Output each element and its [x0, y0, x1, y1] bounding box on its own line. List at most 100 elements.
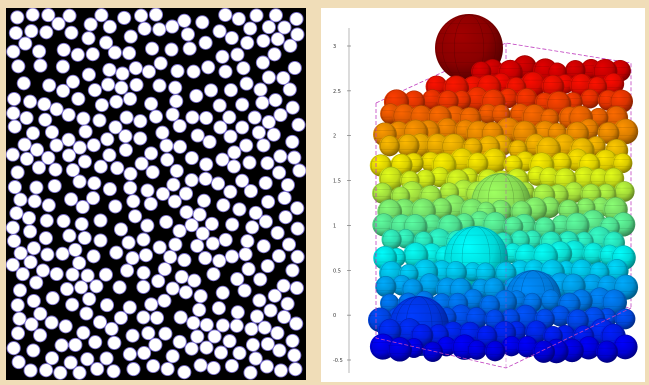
z-tick-label: 3 [333, 44, 336, 50]
disc [136, 310, 151, 325]
disc [218, 8, 233, 22]
z-tick-label: 2.5 [333, 89, 341, 95]
disc [136, 265, 151, 280]
disc [72, 255, 87, 271]
disc [144, 96, 159, 111]
disc [113, 222, 129, 237]
disc [23, 224, 38, 239]
disc [291, 117, 306, 132]
disc [198, 35, 213, 50]
disc [223, 184, 238, 199]
disc [26, 343, 41, 358]
disc [38, 231, 53, 246]
disc [146, 358, 161, 374]
disc [218, 232, 233, 247]
disc [290, 221, 305, 236]
disc [76, 325, 91, 340]
disc [205, 236, 220, 251]
disc [178, 186, 194, 201]
disc [239, 138, 254, 153]
disc [123, 180, 138, 195]
disc [7, 119, 22, 134]
disc [26, 293, 41, 309]
disc [13, 192, 28, 207]
disc [280, 177, 295, 193]
disc [148, 337, 163, 352]
disc [258, 175, 273, 191]
disc [93, 159, 108, 174]
disc [198, 251, 213, 266]
disc [247, 110, 262, 125]
disc [253, 272, 268, 287]
disc [145, 165, 160, 180]
disc [119, 110, 134, 125]
disc [25, 126, 41, 141]
disc [224, 249, 240, 264]
disc [248, 205, 263, 220]
disc [25, 8, 40, 22]
disc [270, 32, 285, 47]
disc [6, 257, 20, 272]
disc [155, 186, 170, 201]
disc [240, 35, 255, 50]
disc [39, 213, 54, 228]
disc [107, 45, 122, 60]
disc [108, 120, 123, 135]
disc [270, 225, 285, 240]
disc [260, 156, 275, 171]
disc [98, 267, 113, 282]
disc [109, 245, 124, 260]
disc [93, 213, 108, 228]
disc [153, 56, 168, 71]
disc [271, 248, 286, 264]
disc [207, 329, 222, 344]
disc [287, 60, 302, 76]
disc [222, 334, 237, 349]
disc [141, 64, 156, 79]
disc [289, 280, 304, 296]
disc [140, 218, 155, 233]
sphere [484, 340, 506, 362]
disc [231, 11, 246, 26]
disc [99, 351, 114, 366]
disc [72, 174, 87, 189]
disc [225, 217, 240, 232]
disc [65, 297, 80, 312]
disc [61, 132, 76, 147]
disc [230, 272, 245, 287]
disc [155, 125, 170, 140]
disc [261, 115, 276, 130]
disc [39, 25, 54, 40]
disc [80, 268, 95, 283]
disc [42, 78, 57, 93]
disc [129, 77, 144, 92]
disc [230, 47, 245, 62]
disc [12, 283, 28, 298]
disc [68, 242, 83, 257]
disc [6, 220, 20, 235]
disc [90, 361, 105, 377]
disc [290, 201, 305, 216]
disc [149, 310, 165, 325]
disc [258, 214, 273, 229]
disc [232, 202, 247, 217]
disc [86, 249, 101, 264]
sphere-packing-svg: 3 2.5 2 1.5 1 0.5 0 -0.5 [333, 14, 639, 373]
disc [199, 317, 214, 332]
disc [253, 82, 268, 97]
disc [18, 36, 33, 51]
disc [277, 20, 292, 35]
disc [174, 269, 189, 284]
disc [152, 78, 167, 93]
disc [241, 262, 256, 277]
disc [164, 42, 179, 57]
disc [277, 309, 292, 325]
disc [87, 176, 102, 191]
disc [72, 365, 87, 380]
disc [136, 279, 151, 294]
disc [33, 58, 48, 73]
disc [213, 120, 228, 135]
disc [184, 173, 199, 188]
disc [55, 59, 70, 74]
disc [122, 347, 137, 362]
